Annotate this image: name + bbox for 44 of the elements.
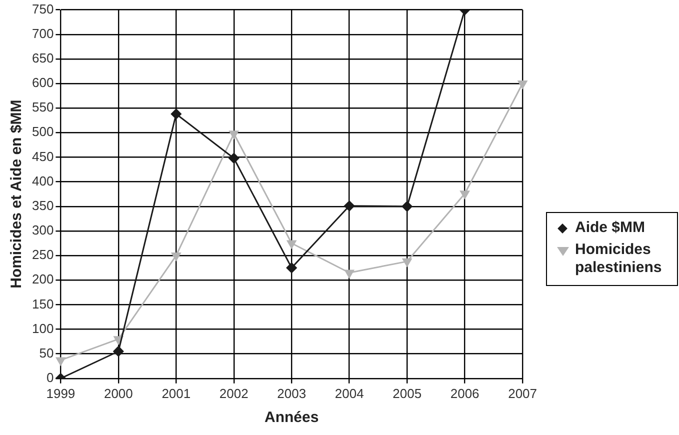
y-tick-label: 200 (32, 272, 54, 287)
y-tick-label: 400 (32, 173, 54, 188)
y-tick-label: 300 (32, 222, 54, 238)
point (114, 336, 124, 344)
y-tick-label: 600 (32, 75, 54, 90)
x-tick-label: 2007 (508, 386, 537, 401)
legend-label: Homicides palestiniens (575, 241, 663, 277)
point (172, 252, 181, 261)
x-axis-title: Années (264, 409, 319, 426)
y-tick-label: 250 (32, 247, 54, 262)
y-tick-label: 500 (32, 124, 54, 140)
x-tick-label: 2002 (219, 386, 248, 401)
point (518, 80, 528, 89)
point (170, 108, 182, 120)
x-tick-label: 2000 (104, 386, 133, 401)
y-tick-label: 150 (32, 296, 54, 312)
point (286, 240, 296, 248)
point (286, 262, 297, 274)
point (402, 201, 412, 212)
y-axis-title: Homicides et Aide en $MM (8, 100, 26, 288)
x-tick-label: 2005 (392, 386, 422, 401)
point (229, 130, 239, 139)
point (228, 152, 240, 164)
y-tick-label: 0 (46, 370, 54, 385)
point (402, 258, 412, 267)
y-tick-label: 450 (32, 148, 54, 164)
x-tick-label: 2001 (162, 386, 191, 401)
point (56, 357, 66, 366)
legend-label: Aide $MM (575, 219, 646, 237)
x-tick-label: 2006 (450, 386, 480, 401)
y-tick-label: 700 (32, 26, 54, 41)
point (344, 270, 354, 278)
y-tick-label: 650 (32, 50, 54, 66)
y-tick-label: 50 (39, 345, 54, 360)
y-tick-label: 750 (32, 1, 54, 16)
x-tick-label: 1999 (46, 386, 76, 401)
point (113, 346, 124, 357)
point (344, 200, 355, 212)
x-tick-label: 2004 (334, 386, 364, 401)
point (460, 190, 470, 199)
x-tick-label: 2003 (277, 386, 306, 401)
y-tick-label: 350 (32, 198, 54, 213)
y-tick-label: 550 (32, 100, 54, 115)
y-tick-label: 100 (32, 320, 54, 336)
